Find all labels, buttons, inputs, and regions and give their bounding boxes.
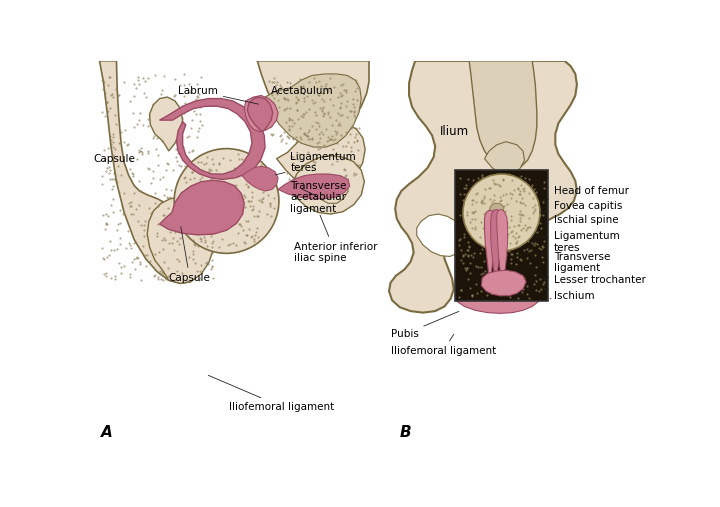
Polygon shape xyxy=(160,180,244,235)
Polygon shape xyxy=(482,270,526,296)
Ellipse shape xyxy=(490,203,504,214)
Polygon shape xyxy=(248,97,273,132)
Text: A: A xyxy=(101,425,113,441)
Polygon shape xyxy=(389,61,577,313)
Polygon shape xyxy=(292,156,364,214)
Polygon shape xyxy=(469,61,537,169)
Polygon shape xyxy=(455,281,541,313)
Text: Labrum: Labrum xyxy=(178,86,258,104)
Text: Capsule: Capsule xyxy=(168,227,211,283)
Text: Lesser trochanter: Lesser trochanter xyxy=(544,275,646,289)
Polygon shape xyxy=(276,122,365,192)
Polygon shape xyxy=(490,209,501,283)
Polygon shape xyxy=(485,210,497,282)
Polygon shape xyxy=(278,174,350,199)
Polygon shape xyxy=(417,214,464,257)
Text: Head of femur: Head of femur xyxy=(543,186,629,200)
Polygon shape xyxy=(160,98,265,179)
Text: Ischial spine: Ischial spine xyxy=(546,215,618,225)
Polygon shape xyxy=(489,214,537,257)
Text: Transverse
ligament: Transverse ligament xyxy=(544,252,610,279)
Polygon shape xyxy=(314,178,348,203)
Text: Ligamentum
teres: Ligamentum teres xyxy=(534,231,619,252)
Circle shape xyxy=(174,149,279,254)
Polygon shape xyxy=(150,97,183,151)
Polygon shape xyxy=(485,141,525,174)
Polygon shape xyxy=(257,61,369,137)
Polygon shape xyxy=(242,166,278,191)
Polygon shape xyxy=(148,197,215,283)
Text: B: B xyxy=(400,425,411,441)
Text: Transverse
acetabular
ligament: Transverse acetabular ligament xyxy=(290,180,347,214)
Text: Iliofemoral ligament: Iliofemoral ligament xyxy=(390,334,496,356)
Text: Anterior inferior
iliac spine: Anterior inferior iliac spine xyxy=(294,215,377,263)
Text: Ilium: Ilium xyxy=(440,125,469,138)
Polygon shape xyxy=(265,74,361,147)
Polygon shape xyxy=(497,209,508,282)
Text: Iliofemoral ligament: Iliofemoral ligament xyxy=(208,375,334,412)
Polygon shape xyxy=(244,95,278,132)
Circle shape xyxy=(463,174,540,251)
Text: Ligamentum
teres: Ligamentum teres xyxy=(276,152,356,175)
Polygon shape xyxy=(99,61,206,283)
Text: Acetabulum: Acetabulum xyxy=(271,86,333,96)
Bar xyxy=(455,170,548,301)
Text: Fovea capitis: Fovea capitis xyxy=(539,201,622,212)
Text: Capsule: Capsule xyxy=(94,152,141,164)
Text: Pubis: Pubis xyxy=(390,311,459,339)
Text: Ischium: Ischium xyxy=(550,291,595,301)
